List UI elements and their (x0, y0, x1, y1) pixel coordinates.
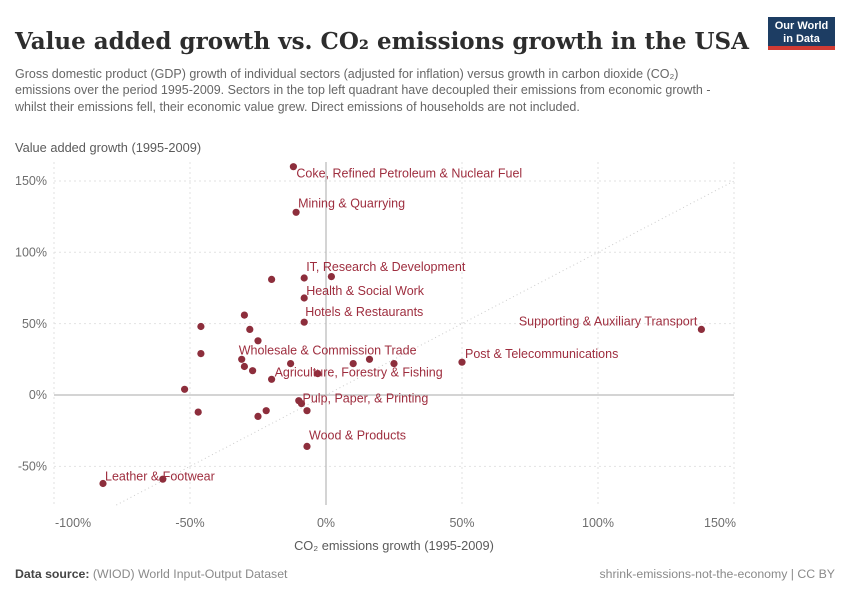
data-points (99, 163, 706, 488)
x-tick-label: -100% (55, 516, 91, 530)
data-point[interactable] (240, 311, 248, 319)
owid-logo-line1: Our World (774, 20, 829, 32)
y-tick-label: 50% (22, 317, 47, 331)
chart-title: Value added growth vs. CO₂ emissions gro… (15, 28, 749, 56)
data-point[interactable] (268, 275, 276, 283)
data-point[interactable] (249, 367, 257, 375)
data-point[interactable] (268, 375, 276, 383)
owid-logo-line2: in Data (783, 33, 820, 45)
sector-label: Hotels & Restaurants (305, 305, 423, 319)
sector-label: Post & Telecommunications (465, 347, 618, 361)
x-tick-label: 100% (582, 516, 614, 530)
sector-labels: Coke, Refined Petroleum & Nuclear Fuel Mi… (105, 167, 698, 484)
data-point[interactable] (194, 408, 202, 416)
y-tick-label: 100% (15, 246, 47, 260)
zero-lines (54, 162, 734, 505)
data-point[interactable] (254, 412, 262, 420)
sector-label: Mining & Quarrying (298, 196, 405, 210)
sector-label: Pulp, Paper, & Printing (303, 392, 429, 406)
data-source-value: (WIOD) World Input-Output Dataset (89, 567, 288, 581)
data-point[interactable] (262, 407, 270, 415)
identity-line (116, 180, 735, 506)
x-tick-label: 50% (449, 516, 474, 530)
y-tick-label: 150% (15, 174, 47, 188)
data-point[interactable] (159, 475, 167, 483)
data-point[interactable] (327, 273, 335, 281)
data-point[interactable] (300, 294, 308, 302)
data-point[interactable] (297, 400, 306, 408)
data-point[interactable] (289, 163, 297, 171)
data-point[interactable] (303, 442, 311, 450)
data-point[interactable] (197, 350, 205, 358)
data-point[interactable] (238, 355, 246, 363)
gridlines (53, 162, 735, 505)
sector-label: Health & Social Work (306, 284, 425, 298)
data-point[interactable] (292, 208, 300, 216)
x-axis-title: CO₂ emissions growth (1995-2009) (294, 538, 494, 553)
data-source: Data source: (WIOD) World Input-Output D… (15, 567, 287, 581)
data-point[interactable] (458, 358, 466, 366)
y-tick-label: -50% (18, 460, 47, 474)
license-note: shrink-emissions-not-the-economy | CC BY (599, 567, 835, 581)
data-point[interactable] (300, 318, 308, 326)
sector-label: Coke, Refined Petroleum & Nuclear Fuel (296, 167, 522, 181)
y-tick-labels: 150% 100% 50% 0% -50% (15, 174, 47, 473)
x-tick-label: 0% (317, 516, 335, 530)
owid-logo[interactable]: Our World in Data (768, 17, 835, 50)
data-point[interactable] (99, 479, 107, 488)
sector-label: Leather & Footwear (105, 470, 215, 484)
data-point[interactable] (697, 325, 706, 333)
data-point[interactable] (300, 274, 308, 282)
data-source-label: Data source: (15, 567, 90, 581)
data-point[interactable] (197, 322, 205, 331)
sector-label: Supporting & Auxiliary Transport (519, 314, 698, 328)
y-tick-label: 0% (29, 388, 47, 402)
x-tick-label: -50% (175, 516, 204, 530)
y-axis-title: Value added growth (1995-2009) (15, 140, 202, 155)
data-point[interactable] (303, 407, 311, 415)
data-point[interactable] (390, 360, 398, 368)
data-point[interactable] (287, 360, 295, 368)
data-point[interactable] (365, 355, 374, 363)
sector-label: Wood & Products (309, 428, 406, 442)
sector-label: Wholesale & Commission Trade (239, 343, 417, 357)
sector-label: IT, Research & Development (306, 260, 466, 274)
chart-subtitle: Gross domestic product (GDP) growth of i… (15, 66, 711, 114)
data-point[interactable] (240, 362, 248, 371)
identity-diagonal (116, 180, 735, 506)
x-tick-label: 150% (704, 516, 736, 530)
data-point[interactable] (314, 370, 322, 378)
x-tick-labels: -100% -50% 0% 50% 100% 150% (55, 516, 736, 530)
data-point[interactable] (181, 385, 189, 393)
sector-label: Agriculture, Forestry & Fishing (275, 366, 443, 380)
data-point[interactable] (254, 337, 262, 345)
data-point[interactable] (349, 360, 357, 368)
data-point[interactable] (246, 325, 254, 333)
